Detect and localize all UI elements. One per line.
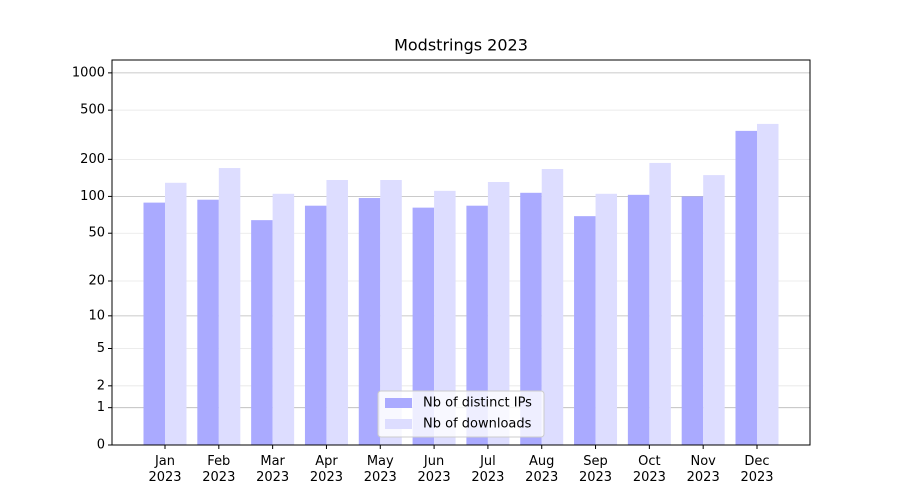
bar (757, 123, 779, 446)
bar (218, 168, 241, 446)
legend-swatch (385, 398, 412, 408)
y-tick-label: 5 (97, 341, 105, 356)
legend-label: Nb of downloads (423, 417, 532, 432)
y-tick-label: 1 (97, 400, 105, 415)
bar (487, 181, 510, 445)
bar (627, 194, 650, 445)
y-tick-label: 10 (88, 308, 105, 323)
bar (541, 169, 564, 445)
x-tick-label: Feb 2023 (202, 454, 235, 485)
bar (380, 179, 402, 445)
y-tick-label: 0 (97, 438, 105, 453)
y-tick-label: 20 (88, 274, 105, 289)
x-tick-label: Mar 2023 (256, 454, 289, 485)
legend-box (377, 390, 545, 438)
bar (143, 202, 165, 445)
bar (304, 205, 327, 445)
bar (649, 162, 671, 445)
bar (681, 196, 704, 445)
x-tick-label: May 2023 (364, 454, 397, 485)
y-tick-label: 100 (80, 189, 105, 204)
y-tick-label: 2 (97, 378, 105, 393)
x-tick-label: Jul 2023 (471, 454, 504, 485)
x-tick-label: Sep 2023 (579, 454, 612, 485)
y-tick-label: 500 (80, 103, 105, 118)
y-tick-label: 1000 (72, 65, 105, 80)
plot-frame (111, 59, 811, 446)
bar (735, 130, 757, 445)
legend: Nb of distinct IPs Nb of downloads (377, 390, 545, 438)
bar (595, 193, 618, 445)
legend-label: Nb of distinct IPs (423, 396, 532, 411)
y-tick-label: 50 (88, 226, 105, 241)
x-tick-label: Apr 2023 (310, 454, 343, 485)
x-tick-label: Jun 2023 (418, 454, 451, 485)
bar (434, 190, 456, 445)
bar (251, 220, 273, 445)
bar (272, 193, 295, 445)
bar (412, 207, 435, 445)
bar (197, 199, 219, 445)
bar (520, 192, 542, 445)
bar (574, 216, 596, 445)
x-tick-label: Jan 2023 (148, 454, 181, 485)
legend-swatch (385, 419, 412, 429)
bar (466, 205, 488, 445)
chart-title: Modstrings 2023 (394, 36, 528, 55)
bar (703, 175, 725, 445)
x-tick-label: Nov 2023 (687, 454, 720, 485)
bar (326, 179, 348, 445)
y-tick-label: 200 (80, 152, 105, 167)
bar (358, 198, 381, 445)
x-tick-label: Oct 2023 (633, 454, 666, 485)
x-tick-label: Dec 2023 (740, 454, 773, 485)
x-tick-label: Aug 2023 (525, 454, 558, 485)
bar (165, 182, 187, 445)
